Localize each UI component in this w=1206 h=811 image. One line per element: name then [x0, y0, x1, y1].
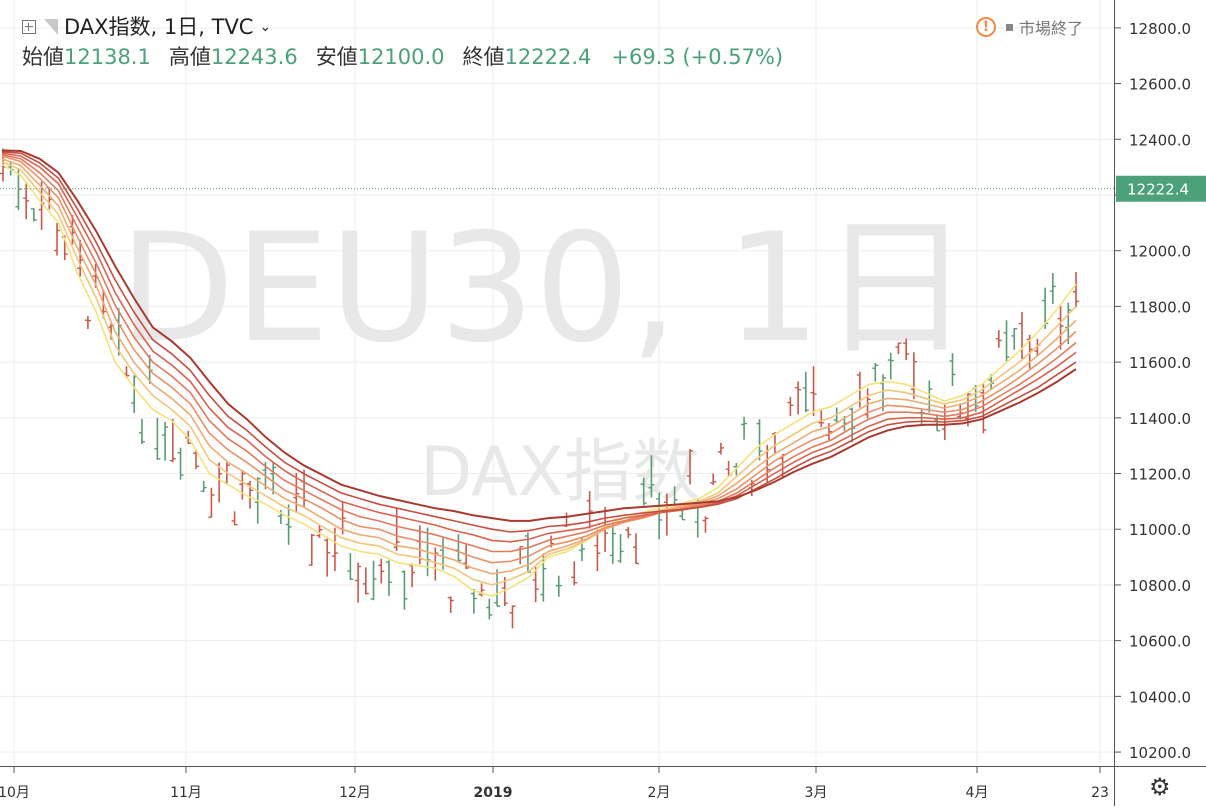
x-tick-label: 12月	[339, 785, 371, 801]
last-price-badge	[1116, 175, 1206, 202]
market-status: ! 市場終了	[976, 15, 1083, 39]
y-tick-label: 11000.0	[1129, 521, 1191, 539]
close-label: 終値	[462, 45, 505, 69]
y-tick-label: 11600.0	[1129, 354, 1191, 372]
close-value: 12222.4	[504, 45, 592, 69]
y-tick-label: 12000.0	[1129, 243, 1191, 261]
plot-area[interactable]: DEU30, 1日 DAX指数	[0, 0, 1114, 766]
y-tick-label: 11800.0	[1129, 298, 1191, 316]
open-label: 始値	[22, 45, 64, 69]
price-chart[interactable]: DEU30, 1日 DAX指数	[0, 0, 1114, 766]
low-label: 安値	[315, 45, 358, 69]
ma-line	[1, 152, 1077, 543]
price-axis[interactable]: 12800.012600.012400.012200.012000.011800…	[1114, 0, 1206, 766]
watermark-sub: DAX指数	[420, 433, 700, 512]
x-tick-label: 2019	[474, 785, 513, 801]
y-tick-label: 10800.0	[1129, 577, 1191, 595]
x-tick-label: 10月	[0, 785, 30, 801]
x-tick-label: 23	[1091, 785, 1109, 801]
ma-line	[1, 149, 1077, 522]
y-tick-label: 10200.0	[1129, 744, 1191, 762]
time-axis[interactable]: 10月 11月 12月 2019 2月 3月 4月 23	[0, 766, 1114, 806]
ma-line	[1, 153, 1077, 553]
ma-line	[1, 158, 1077, 575]
legend: DAX指数, 1日, TVC ⌄ 始値 12138.1 高値 12243.6 安…	[0, 12, 783, 72]
status-dot-icon	[1006, 23, 1013, 31]
y-tick-label: 12800.0	[1129, 20, 1191, 38]
high-label: 高値	[168, 45, 211, 69]
plus-box-icon[interactable]	[22, 20, 36, 34]
ma-line	[1, 163, 1077, 597]
y-tick-label: 10600.0	[1129, 633, 1191, 651]
chevron-down-icon[interactable]: ⌄	[259, 19, 272, 35]
symbol-label[interactable]: DAX指数, 1日, TVC	[64, 15, 254, 39]
open-value: 12138.1	[64, 45, 151, 69]
market-status-text: 市場終了	[1019, 19, 1084, 38]
y-tick-label: 10400.0	[1129, 688, 1191, 706]
ma-line	[1, 151, 1077, 533]
grid	[0, 0, 1114, 766]
last-price-label: 12222.4	[1127, 181, 1189, 199]
x-tick-label: 3月	[805, 785, 828, 801]
flag-icon[interactable]	[44, 19, 58, 35]
y-tick-label: 12400.0	[1129, 131, 1191, 149]
gear-icon[interactable]: ⚙	[1149, 773, 1171, 801]
ma-line	[1, 155, 1077, 564]
ma-line	[1, 160, 1077, 586]
x-tick-label: 2月	[648, 785, 671, 801]
axis-corner	[1114, 766, 1206, 806]
x-tick-label: 4月	[966, 785, 989, 801]
y-tick-label: 11200.0	[1129, 466, 1191, 484]
y-tick-label: 12600.0	[1129, 76, 1191, 94]
candles	[0, 148, 1079, 629]
y-tick-label: 11400.0	[1129, 410, 1191, 428]
warning-icon[interactable]: !	[976, 17, 996, 37]
x-tick-label: 11月	[170, 785, 202, 801]
low-value: 12100.0	[357, 45, 445, 69]
ma-ribbon	[1, 149, 1077, 597]
watermark-main: DEU30, 1日	[119, 202, 971, 376]
change-value: +69.3 (+0.57%)	[611, 45, 784, 69]
high-value: 12243.6	[210, 45, 298, 69]
